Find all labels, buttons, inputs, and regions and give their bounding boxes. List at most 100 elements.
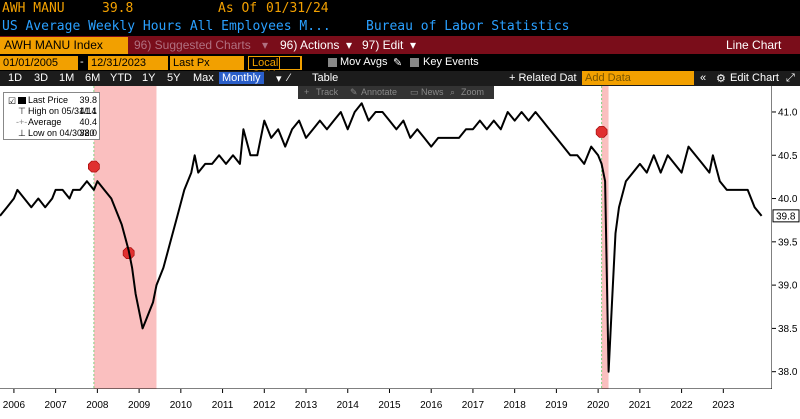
y-tick-label: 40.5 — [778, 151, 798, 162]
frequency-chevron-icon[interactable]: ▾ — [276, 73, 282, 85]
collapse-icon[interactable]: « — [700, 72, 707, 84]
frequency-select[interactable]: Monthly — [219, 72, 264, 84]
key-events-checkbox[interactable] — [410, 58, 419, 67]
resize-icon[interactable]: ⤢ — [786, 72, 795, 84]
range-5y[interactable]: 5Y — [167, 72, 181, 84]
x-tick-label: 2008 — [86, 400, 109, 411]
legend-last-price-value: 39.8 — [79, 95, 97, 105]
y-axis-ticks: 38.0 38.5 39.0 39.5 40.0 40.5 41.0 — [772, 107, 798, 378]
actions-menu[interactable]: 96) Actions — [280, 38, 340, 52]
related-data-button[interactable]: + Related Dat — [509, 72, 577, 84]
range-1m[interactable]: 1M — [59, 72, 75, 84]
security-field[interactable]: AWH MANU Index — [0, 37, 128, 54]
legend-average: -+- Average 40.4 — [4, 117, 101, 127]
range-1y[interactable]: 1Y — [142, 72, 156, 84]
last-price-tag: 39.8 — [772, 209, 800, 223]
y-tick-label: 38.0 — [778, 367, 798, 378]
range-ytd[interactable]: YTD — [110, 72, 132, 84]
menu-bar: AWH MANU Index 96) Suggested Charts ▾ 96… — [0, 36, 800, 54]
x-tick-label: 2016 — [420, 400, 443, 411]
data-source: Bureau of Labor Statistics — [366, 19, 570, 34]
suggested-charts-menu[interactable]: 96) Suggested Charts — [134, 38, 251, 52]
track-icon[interactable]: + — [304, 87, 310, 97]
zoom-button[interactable]: Zoom — [461, 87, 485, 97]
annotate-icon[interactable]: ✎ — [350, 87, 358, 97]
legend-average-value: 40.4 — [79, 117, 97, 127]
edit-chevron-icon[interactable]: ▾ — [410, 38, 417, 52]
news-button[interactable]: News — [421, 87, 444, 97]
end-date-field[interactable]: 12/31/2023 — [88, 56, 168, 70]
event-marker-icon[interactable] — [595, 126, 608, 138]
table-button[interactable]: Table — [312, 72, 339, 84]
legend-checkbox-icon[interactable]: ☑ — [8, 96, 17, 106]
event-marker-icon[interactable] — [88, 160, 100, 173]
x-axis-band — [0, 389, 800, 419]
as-of-label: As Of — [218, 1, 258, 16]
ticker-label: AWH MANU — [2, 1, 65, 16]
x-tick-label: 2007 — [45, 400, 68, 411]
news-icon[interactable]: ▭ — [410, 87, 419, 97]
x-tick-label: 2023 — [712, 400, 735, 411]
legend-last-price-label: Last Price — [28, 95, 69, 105]
suggested-charts-chevron-icon[interactable]: ▾ — [262, 38, 269, 52]
legend-low-value: 38.0 — [79, 128, 97, 138]
add-data-input[interactable]: Add Data — [582, 71, 694, 85]
legend-low-label: Low on 04/30/20 — [28, 128, 95, 138]
x-tick-label: 2006 — [3, 400, 26, 411]
range-3d[interactable]: 3D — [34, 72, 49, 84]
legend-high-value: 41.1 — [79, 106, 97, 116]
field-select[interactable]: Last Px — [170, 56, 244, 70]
key-events-label: Key Events — [423, 56, 479, 68]
chart-legend[interactable]: ☑ Last Price 39.8 ⊤ High on 05/31/14 41.… — [3, 92, 100, 140]
high-marker-icon: ⊤ — [18, 106, 26, 116]
range-1d[interactable]: 1D — [8, 72, 23, 84]
line-chart-icon[interactable]: ⁄ — [288, 72, 290, 84]
y-tick-label: 39.0 — [778, 281, 798, 292]
legend-high-label: High on 05/31/14 — [28, 106, 97, 116]
edit-menu[interactable]: 97) Edit — [362, 38, 404, 52]
y-tick-label: 38.5 — [778, 324, 798, 335]
mov-avgs-checkbox[interactable] — [328, 58, 337, 67]
last-price-tag-label: 39.8 — [776, 211, 796, 222]
actions-chevron-icon[interactable]: ▾ — [346, 38, 353, 52]
recession-band — [601, 86, 609, 389]
x-tick-label: 2015 — [378, 400, 401, 411]
pencil-icon[interactable]: ✎ — [393, 57, 403, 69]
low-marker-icon: ⊥ — [18, 128, 26, 138]
chart-style-icon[interactable] — [279, 56, 301, 70]
header-row-1: AWH MANU 39.8 As Of 01/31/24 — [0, 0, 800, 18]
track-button[interactable]: Track — [316, 87, 339, 97]
date-separator: - — [80, 56, 84, 68]
security-description: US Average Weekly Hours All Employees M.… — [2, 19, 331, 34]
x-tick-label: 2014 — [337, 400, 360, 411]
annotate-button[interactable]: Annotate — [361, 87, 398, 97]
as-of-date: 01/31/24 — [266, 1, 329, 16]
last-price-tag-box — [772, 209, 800, 223]
x-tick-label: 2021 — [629, 400, 652, 411]
line-chart[interactable]: 38.038.539.039.540.040.541.0 2006 2007 200… — [0, 86, 800, 419]
x-tick-label: 2019 — [545, 400, 568, 411]
x-tick-label: 2013 — [295, 400, 318, 411]
x-tick-label: 2018 — [504, 400, 527, 411]
x-tick-label: 2011 — [212, 400, 234, 411]
range-6m[interactable]: 6M — [85, 72, 101, 84]
range-max[interactable]: Max — [193, 72, 214, 84]
x-tick-label: 2017 — [462, 400, 485, 411]
edit-chart-button[interactable]: Edit Chart — [730, 72, 779, 84]
x-tick-label: 2020 — [587, 400, 610, 411]
y-tick-label: 39.5 — [778, 237, 798, 248]
x-tick-label: 2010 — [170, 400, 193, 411]
start-date-field[interactable]: 01/01/2005 — [0, 56, 78, 70]
y-axis-band — [772, 86, 800, 389]
legend-swatch — [18, 97, 26, 104]
filter-bar: 01/01/2005 - 12/31/2023 Last Px Local CC… — [0, 55, 800, 81]
zoom-icon[interactable]: ⌕ — [450, 87, 456, 97]
chart-type-label[interactable]: Line Chart — [726, 38, 782, 52]
last-value: 39.8 — [102, 1, 134, 16]
gear-icon[interactable]: ⚙ — [716, 73, 726, 85]
x-tick-label: 2022 — [670, 400, 693, 411]
series-line — [0, 102, 763, 373]
legend-high: ⊤ High on 05/31/14 41.1 — [4, 106, 101, 116]
y-tick-label: 40.0 — [778, 194, 798, 205]
x-axis-ticks: 2006 2007 2008 2009 2010 2011 2012 2013 2014 2015… — [3, 389, 735, 411]
